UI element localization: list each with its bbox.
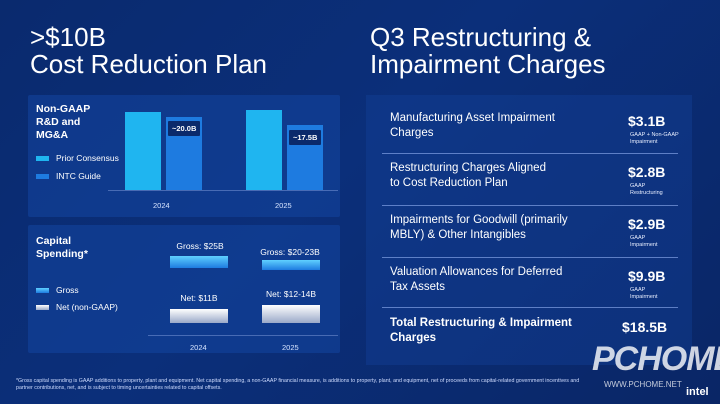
value-badge-2025: ~17.5B [289,130,322,145]
legend-swatch [36,287,49,293]
capex-label-line: Capital [36,235,72,247]
row-divider [382,257,678,258]
bar-2025-prior [246,110,282,190]
charge-amount: $2.8B [628,164,666,180]
total-amount: $18.5B [622,319,668,335]
charge-label-line: Manufacturing Asset Impairment [390,112,555,124]
charge-row: Manufacturing Asset Impairment Charges $… [366,103,692,153]
x-tick-2024: 2024 [153,201,170,210]
charge-amount: $2.9B [628,216,666,232]
intel-logo: intel [686,386,709,398]
row-divider [382,153,678,154]
charge-row: Restructuring Charges Aligned to Cost Re… [366,153,692,203]
legend-gross: Gross [36,285,79,295]
title-line-1: Q3 Restructuring & [370,22,592,52]
charge-note-line: Impairment [630,294,658,301]
title-line-1: >$10B [30,22,106,52]
x-tick-2025: 2025 [282,343,299,352]
x-axis-line [108,190,338,191]
opex-label-line: Non-GAAP [36,103,91,115]
charge-label-line: Tax Assets [390,280,445,293]
charge-label-line: to Cost Reduction Plan [390,176,508,189]
title-line-2: Impairment Charges [370,49,606,80]
net-label-2025: Net: $12-14B [265,289,317,299]
legend-label: INTC Guide [56,171,101,181]
legend-label: Prior Consensus [56,153,119,163]
charge-label-line: MBLY) & Other Intangibles [390,228,526,241]
legend-swatch [36,155,49,161]
charge-note: GAAP Restructuring [630,183,690,197]
charge-row-total: Total Restructuring & Impairment Charges… [366,307,692,357]
footnote: *Gross capital spending is GAAP addition… [16,378,580,392]
charge-label: Manufacturing Asset Impairment Charges [390,111,600,140]
x-axis-line [148,335,338,336]
legend-net: Net (non-GAAP) [36,302,118,312]
charge-label-line: Impairments for Goodwill (primarily [390,214,568,226]
row-divider [382,205,678,206]
opex-label-line: MG&A [36,129,69,142]
total-label: Total Restructuring & Impairment Charges [390,316,600,345]
x-tick-2024: 2024 [190,343,207,352]
legend-label: Net (non-GAAP) [56,302,118,312]
gross-label-2025: Gross: $20-23B [260,247,320,257]
cost-reduction-title: >$10B Cost Reduction Plan [30,22,268,80]
charges-title: Q3 Restructuring & Impairment Charges [370,22,606,80]
gross-bar-2024 [170,256,228,268]
opex-panel: Non-GAAP R&D and MG&A Prior Consensus IN… [28,95,340,217]
charge-note: GAAP + Non-GAAP Impairment [630,132,690,146]
charge-note: GAAP Impairment [630,287,690,301]
charge-label: Restructuring Charges Aligned to Cost Re… [390,161,600,190]
watermark-url: WWW.PCHOME.NET [604,380,682,389]
charge-note-line: GAAP [630,183,646,189]
charge-note-line: Impairment [630,242,658,249]
bar-2024-prior [125,112,161,190]
capex-label-line: Spending* [36,248,88,261]
charge-note-line: Impairment [630,139,658,146]
charge-row: Impairments for Goodwill (primarily MBLY… [366,205,692,255]
opex-label: Non-GAAP R&D and MG&A [36,103,90,142]
charge-label-line: Restructuring Charges Aligned [390,162,546,174]
gross-label-2024: Gross: $25B [176,241,224,251]
charge-label: Impairments for Goodwill (primarily MBLY… [390,213,600,242]
legend-prior-consensus: Prior Consensus [36,153,119,163]
row-divider [382,307,678,308]
net-bar-2024 [170,309,228,323]
charge-row: Valuation Allowances for Deferred Tax As… [366,257,692,307]
opex-label-line: R&D and [36,116,81,129]
charge-label-line: Valuation Allowances for Deferred [390,266,563,278]
capex-label: Capital Spending* [36,235,88,261]
charge-label-line: Charges [390,331,437,344]
charge-label: Valuation Allowances for Deferred Tax As… [390,265,600,294]
charge-note: GAAP Impairment [630,235,690,249]
legend-label: Gross [56,285,79,295]
watermark-logo: PCHOME [592,340,720,378]
charge-note-line: GAAP [630,287,646,293]
legend-swatch [36,304,49,310]
net-bar-2025 [262,305,320,323]
net-label-2024: Net: $11B [180,293,218,303]
x-tick-2025: 2025 [275,201,292,210]
charge-note-line: Restructuring [630,190,663,197]
charge-label-line: Total Restructuring & Impairment [390,317,572,329]
legend-intc-guide: INTC Guide [36,171,101,181]
charge-amount: $3.1B [628,113,666,129]
charge-note-line: GAAP [630,235,646,241]
capex-panel: Capital Spending* Gross Net (non-GAAP) G… [28,225,340,353]
gross-bar-2025 [262,260,320,270]
value-badge-2024: ~20.0B [168,121,201,136]
charges-table: Manufacturing Asset Impairment Charges $… [366,95,692,365]
charge-note-line: GAAP + Non-GAAP [630,132,679,138]
charge-amount: $9.9B [628,268,666,284]
legend-swatch [36,173,49,179]
charge-label-line: Charges [390,126,434,139]
title-line-2: Cost Reduction Plan [30,49,268,80]
